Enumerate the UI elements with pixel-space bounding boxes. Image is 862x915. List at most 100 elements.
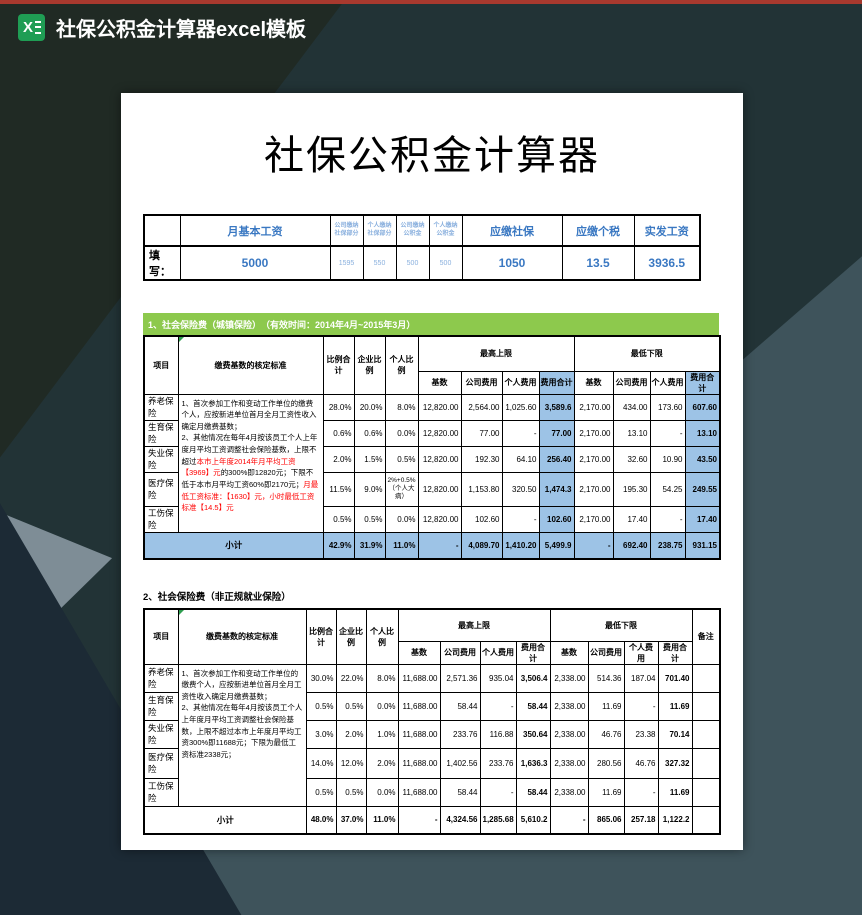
lower-value-cell: 2,170.00 bbox=[573, 445, 614, 473]
criteria-text: 本市上年度2014年月平均工资【3969】元 bbox=[181, 456, 296, 478]
section2-title: 2、社会保险费（非正规就业保险） bbox=[143, 592, 291, 603]
upper-value-cell: 12,820.00 bbox=[417, 393, 462, 421]
ratio-cell: 0.5% bbox=[353, 505, 386, 533]
lower-value-cell: 2,338.00 bbox=[549, 777, 589, 807]
subtotal-row: 小计 42.9% 31.9% 11.0% -4,089.70 1,410.20 5,499.… bbox=[143, 531, 721, 560]
lower-value-cell: - bbox=[573, 531, 614, 560]
upper-value-cell: 1,285.68 bbox=[479, 805, 517, 835]
insurance-row: 失业保险 3.0% 2.0% 1.0% 11,688.00 233.76 116.88 350… bbox=[143, 719, 721, 749]
item-name-cell: 工伤保险 bbox=[143, 505, 179, 533]
lower-value-cell: 931.15 bbox=[684, 531, 721, 560]
input-value-cell[interactable]: 13.5 bbox=[561, 245, 635, 281]
lower-value-cell: 70.14 bbox=[657, 719, 693, 749]
ratio-cell: 1.0% bbox=[365, 719, 399, 749]
ratio-cell: 14.0% bbox=[305, 747, 337, 779]
ratio-cell: 11.5% bbox=[322, 471, 355, 507]
lower-value-cell: 257.18 bbox=[623, 805, 659, 835]
doc-title: 社保公积金计算器 bbox=[264, 133, 600, 179]
item-name-cell: 失业保险 bbox=[143, 445, 179, 473]
upper-value-cell: 256.40 bbox=[538, 445, 575, 473]
remark-cell bbox=[691, 777, 721, 807]
item-name-cell: 失业保险 bbox=[143, 719, 179, 749]
remark-cell bbox=[691, 719, 721, 749]
column-header: 企业比例 bbox=[335, 608, 367, 665]
lower-value-cell: 13.10 bbox=[684, 419, 721, 447]
excel-icon: X bbox=[18, 13, 45, 41]
criteria-cell: 1、首次参加工作和变动工作单位的缴费个人，应按新进单位首月全月工资性收入确定月缴… bbox=[177, 663, 307, 807]
lower-value-cell: 13.10 bbox=[612, 419, 651, 447]
input-value-cell[interactable]: 1050 bbox=[461, 245, 563, 281]
input-value-cell[interactable]: 500 bbox=[395, 245, 430, 281]
ratio-cell: 0.5% bbox=[335, 691, 367, 721]
input-value-cell[interactable]: 1595 bbox=[329, 245, 364, 281]
upper-value-cell: 11,688.00 bbox=[397, 747, 441, 779]
upper-value-cell: 4,089.70 bbox=[460, 531, 503, 560]
upper-value-cell: 11,688.00 bbox=[397, 663, 441, 693]
item-name-cell: 生育保险 bbox=[143, 419, 179, 447]
input-value-cell[interactable]: 550 bbox=[362, 245, 397, 281]
app-header: X 社保公积金计算器excel模板 bbox=[0, 4, 862, 50]
upper-value-cell: - bbox=[417, 531, 462, 560]
upper-value-cell: 2,564.00 bbox=[460, 393, 503, 421]
input-value-cell[interactable]: 5000 bbox=[179, 245, 331, 281]
upper-value-cell: 1,153.80 bbox=[460, 471, 503, 507]
column-header: 应缴个税 bbox=[561, 214, 635, 247]
upper-value-cell: 12,820.00 bbox=[417, 505, 462, 533]
remark-cell bbox=[691, 663, 721, 693]
lower-value-cell: 238.75 bbox=[649, 531, 686, 560]
column-header: 公司费用 bbox=[460, 370, 503, 395]
input-value-cell[interactable]: 3936.5 bbox=[633, 245, 701, 281]
criteria-cell: 1、首次参加工作和变动工作单位的缴费个人，应按新进单位首月全月工资性收入确定月缴… bbox=[177, 393, 324, 533]
document-page: 社保公积金计算器 月基本工资 公司缴纳 社保部分 个人缴纳 社保部分 公司缴纳 公积金… bbox=[121, 93, 743, 850]
remark-cell bbox=[691, 691, 721, 721]
upper-value-cell: 116.88 bbox=[479, 719, 517, 749]
lower-value-cell: - bbox=[623, 691, 659, 721]
lower-value-cell: 2,338.00 bbox=[549, 719, 589, 749]
upper-value-cell: 3,589.6 bbox=[538, 393, 575, 421]
ratio-cell: 3.0% bbox=[305, 719, 337, 749]
lower-value-cell: 607.60 bbox=[684, 393, 721, 421]
column-header: 应缴社保 bbox=[461, 214, 563, 247]
ratio-cell: 0.6% bbox=[322, 419, 355, 447]
upper-value-cell: 1,402.56 bbox=[439, 747, 481, 779]
ratio-cell: 0.5% bbox=[335, 777, 367, 807]
upper-value-cell: 192.30 bbox=[460, 445, 503, 473]
column-header: 公司缴纳 公积金 bbox=[395, 214, 430, 247]
lower-value-cell: 692.40 bbox=[612, 531, 651, 560]
lower-value-cell: 43.50 bbox=[684, 445, 721, 473]
column-header: 费用合计 bbox=[538, 370, 575, 395]
ratio-cell: 31.9% bbox=[353, 531, 386, 560]
ratio-cell: 22.0% bbox=[335, 663, 367, 693]
column-header: 费用合计 bbox=[515, 640, 551, 665]
ratio-cell: 0.5% bbox=[322, 505, 355, 533]
upper-value-cell: 2,571.36 bbox=[439, 663, 481, 693]
column-header: 月基本工资 bbox=[179, 214, 331, 247]
lower-value-cell: 2,170.00 bbox=[573, 393, 614, 421]
ratio-cell: 37.0% bbox=[335, 805, 367, 835]
ratio-cell: 12.0% bbox=[335, 747, 367, 779]
criteria-paragraph: 2、其他情况在每年4月按该员工个人上年度月平均工资调整社会保险基数，上限不超过本… bbox=[182, 702, 303, 760]
lower-value-cell: 2,338.00 bbox=[549, 747, 589, 779]
criteria-text: 2、其他情况在每年4月按该员工个人上年度月平均工资调整社会保险基数，上限不超过本… bbox=[181, 703, 303, 759]
lower-value-cell: 434.00 bbox=[612, 393, 651, 421]
column-header: 个人比例 bbox=[365, 608, 399, 665]
upper-value-cell: 1,474.3 bbox=[538, 471, 575, 507]
column-header: 缴费基数的核定标准 bbox=[177, 608, 307, 665]
upper-value-cell: 77.00 bbox=[538, 419, 575, 447]
column-header: 最低下限 bbox=[549, 608, 693, 642]
lower-value-cell: 54.25 bbox=[649, 471, 686, 507]
calc-table: 月基本工资 公司缴纳 社保部分 个人缴纳 社保部分 公司缴纳 公积金 个人缴纳 公积金应… bbox=[143, 214, 701, 281]
fill-row-label: 填写： bbox=[143, 245, 181, 281]
upper-value-cell: 1,025.60 bbox=[501, 393, 540, 421]
section1-bar: 1、社会保险费（城镇保险） （有效时间：2014年4月~2015年3月） bbox=[143, 313, 719, 335]
subtotal-label: 小计 bbox=[143, 805, 307, 835]
column-header: 公司缴纳 社保部分 bbox=[329, 214, 364, 247]
input-value-cell[interactable]: 500 bbox=[428, 245, 463, 281]
lower-value-cell: 701.40 bbox=[657, 663, 693, 693]
ratio-cell: 2.0% bbox=[365, 747, 399, 779]
criteria-paragraph: 1、首次参加工作和变动工作单位的缴费个人，应按新进单位首月全月工资性收入确定月缴… bbox=[182, 398, 320, 433]
ratio-cell: 0.5% bbox=[305, 777, 337, 807]
criteria-text: 1、首次参加工作和变动工作单位的缴费个人，应按新进单位首月全月工资性收入确定月缴… bbox=[181, 668, 302, 701]
column-header: 个人比例 bbox=[384, 335, 419, 395]
upper-value-cell: 11,688.00 bbox=[397, 777, 441, 807]
